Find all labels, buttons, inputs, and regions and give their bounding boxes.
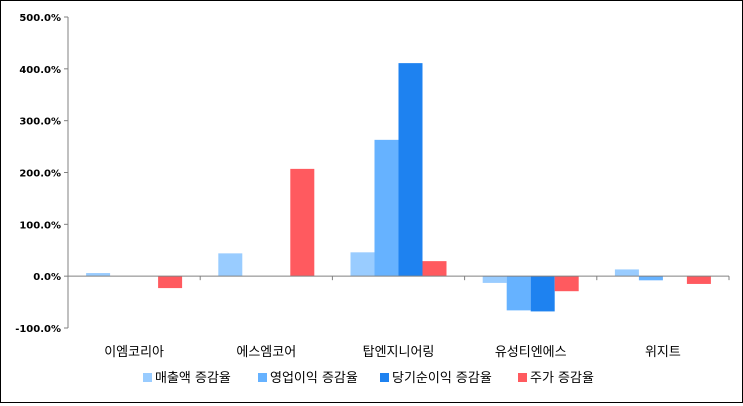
- legend: 매출액 증감율 영업이익 증감율 당기순이익 증감율 주가 증감율: [143, 371, 594, 386]
- bar: [158, 276, 183, 289]
- y-tick-label: 0.0%: [33, 272, 61, 283]
- bar: [506, 276, 531, 311]
- y-tick-label: 100.0%: [19, 220, 61, 231]
- bar: [638, 276, 663, 281]
- bar: [218, 253, 243, 277]
- bar: [482, 276, 507, 283]
- bar: [350, 252, 375, 277]
- bar: [530, 276, 555, 312]
- bars: [86, 63, 711, 312]
- legend-label: 주가 증감율: [530, 371, 594, 386]
- legend-swatch: [258, 373, 267, 382]
- x-tick-label: 유성티엔에스: [495, 345, 567, 360]
- x-tick-label: 위지트: [645, 345, 681, 360]
- bar: [86, 273, 111, 277]
- y-tick-label: -100.0%: [15, 324, 61, 335]
- legend-swatch: [143, 373, 152, 382]
- y-tick-label: 200.0%: [19, 169, 61, 180]
- bar: [290, 168, 315, 277]
- legend-label: 영업이익 증감율: [270, 371, 358, 386]
- legend-swatch: [380, 373, 389, 382]
- bar: [614, 269, 639, 277]
- y-tick-label: 400.0%: [19, 65, 61, 76]
- bar: [398, 63, 423, 277]
- bar: [374, 139, 399, 277]
- bar: [686, 276, 711, 284]
- y-tick-label: 500.0%: [19, 13, 61, 24]
- x-tick-label: 에스엠코어: [236, 345, 296, 360]
- x-axis: 이엠코리아 에스엠코어 탑엔지니어링 유성티엔에스 위지트: [67, 275, 730, 360]
- y-tick-label: 300.0%: [19, 117, 61, 128]
- x-tick-label: 탑엔지니어링: [363, 345, 435, 360]
- legend-label: 당기순이익 증감율: [392, 371, 492, 386]
- legend-swatch: [518, 373, 527, 382]
- legend-label: 매출액 증감율: [155, 371, 231, 386]
- bar: [554, 276, 579, 292]
- bar: [422, 261, 447, 277]
- x-tick-label: 이엠코리아: [104, 345, 164, 360]
- y-axis: -100.0% 0.0% 100.0% 200.0% 300.0% 400.0% 500.0…: [15, 13, 69, 335]
